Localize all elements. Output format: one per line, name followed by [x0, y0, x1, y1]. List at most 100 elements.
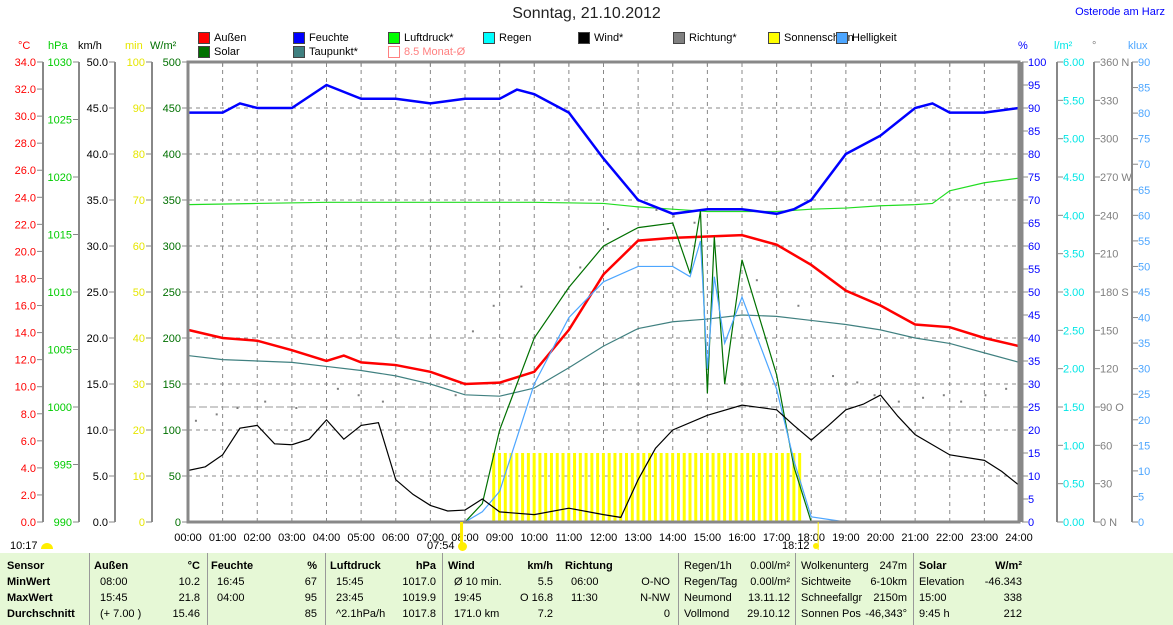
- sunshine-bar: [780, 453, 784, 522]
- axis-label-sun: 60: [133, 241, 145, 253]
- axis-label-press: 1015: [48, 230, 72, 242]
- direction-point: [672, 215, 675, 218]
- legend-item: Regen: [483, 32, 531, 44]
- axis-label-hum: 20: [1028, 425, 1040, 437]
- table-cell: -46,343°: [865, 608, 907, 620]
- table-cell: 15:45: [100, 592, 128, 604]
- direction-point: [194, 419, 197, 422]
- sunshine-bar: [792, 453, 796, 522]
- axis-label-dir: 180 S: [1100, 287, 1129, 299]
- sunshine-bar: [613, 453, 617, 522]
- axis-label-temp: 18.0: [15, 273, 36, 285]
- sunrise-time: 07:54: [427, 540, 455, 552]
- legend-swatch: [293, 46, 305, 58]
- table-cell: Schneefallgr: [801, 592, 863, 604]
- legend-swatch: [836, 32, 848, 44]
- x-tick-label: 08:00: [451, 532, 479, 544]
- axis-label-lux: 25: [1138, 389, 1150, 401]
- sunshine-bar: [775, 453, 779, 522]
- axis-label-hum: 40: [1028, 333, 1040, 345]
- axis-label-dir: 120: [1100, 364, 1118, 376]
- axis-label-temp: 0.0: [21, 517, 36, 529]
- axis-unit-hum: %: [1018, 40, 1028, 52]
- table-cell: 0.00l/m²: [750, 560, 790, 572]
- axis-label-dir: 90 O: [1100, 402, 1124, 414]
- direction-point: [942, 394, 945, 397]
- direction-point: [579, 266, 582, 269]
- axis-label-hum: 95: [1028, 80, 1040, 92]
- direction-point: [873, 394, 876, 397]
- sunshine-bar: [492, 453, 496, 522]
- direction-point: [606, 228, 609, 231]
- sunshine-bar: [734, 453, 738, 522]
- axis-label-temp: 8.0: [21, 409, 36, 421]
- direction-point: [264, 400, 267, 403]
- legend-item: Außen: [198, 32, 246, 44]
- axis-label-rain: 2.00: [1063, 364, 1084, 376]
- legend-item: 8.5 Monat-Ø: [388, 46, 465, 58]
- axis-label-wind: 40.0: [87, 149, 108, 161]
- axis-label-wind: 20.0: [87, 333, 108, 345]
- axis-label-solar: 50: [169, 471, 181, 483]
- axis-unit-press: hPa: [48, 40, 68, 52]
- table-cell: 2150m: [873, 592, 907, 604]
- table-cell: MinWert: [7, 576, 51, 588]
- axis-label-lux: 10: [1138, 466, 1150, 478]
- axis-label-dir: 0 N: [1100, 517, 1117, 529]
- table-cell: 338: [1003, 592, 1022, 604]
- direction-point: [856, 381, 859, 384]
- axis-label-dir: 240: [1100, 210, 1118, 222]
- table-cell: Regen/Tag: [684, 576, 738, 588]
- axis-label-press: 1020: [48, 172, 72, 184]
- axis-label-hum: 60: [1028, 241, 1040, 253]
- axis-label-press: 1005: [48, 345, 72, 357]
- sunshine-bar: [751, 453, 755, 522]
- axis-label-temp: 4.0: [21, 463, 36, 475]
- legend-item: Helligkeit: [836, 32, 897, 44]
- legend-item: Richtung*: [673, 32, 737, 44]
- direction-point: [520, 285, 523, 288]
- table-cell: 5.5: [537, 576, 553, 588]
- location-label[interactable]: Osterode am Harz: [1075, 6, 1165, 18]
- legend-swatch: [198, 46, 210, 58]
- table-divider: [795, 553, 796, 625]
- table-cell: 95: [304, 592, 317, 604]
- axis-label-lux: 85: [1138, 83, 1150, 95]
- sunshine-bar: [723, 453, 727, 522]
- axis-label-solar: 150: [163, 379, 181, 391]
- sunshine-bar: [653, 453, 657, 522]
- sunshine-bar: [757, 453, 761, 522]
- axis-label-hum: 70: [1028, 195, 1040, 207]
- legend-swatch: [578, 32, 590, 44]
- table-cell: O-NO: [641, 576, 670, 588]
- series-line-taupunkt: [187, 314, 1020, 397]
- axis-label-lux: 55: [1138, 236, 1150, 248]
- axis-label-hum: 25: [1028, 402, 1040, 414]
- axis-label-rain: 4.00: [1063, 210, 1084, 222]
- x-tick-label: 05:00: [347, 532, 375, 544]
- axis-label-lux: 20: [1138, 415, 1150, 427]
- table-cell: 06:00: [571, 576, 599, 588]
- axis-label-wind: 45.0: [87, 103, 108, 115]
- legend-swatch: [293, 32, 305, 44]
- table-cell: 67: [304, 576, 317, 588]
- sunshine-bar: [682, 453, 686, 522]
- table-cell: 04:00: [217, 592, 245, 604]
- x-tick-label: 22:00: [936, 532, 964, 544]
- table-cell: (+ 7.00 ): [100, 608, 142, 620]
- legend-item: Solar: [198, 46, 240, 58]
- axis-label-lux: 80: [1138, 108, 1150, 120]
- axis-label-temp: 6.0: [21, 436, 36, 448]
- cloud-marker: 10:17: [10, 540, 53, 552]
- table-cell: 29.10.12: [747, 608, 790, 620]
- legend-swatch: [388, 46, 400, 58]
- table-divider: [325, 553, 326, 625]
- table-cell: 7.2: [537, 608, 553, 620]
- axis-label-lux: 30: [1138, 364, 1150, 376]
- table-cell: W/m²: [995, 560, 1022, 572]
- axis-label-press: 1000: [48, 402, 72, 414]
- axis-label-hum: 15: [1028, 448, 1040, 460]
- x-tick-label: 13:00: [624, 532, 652, 544]
- sunshine-bar: [700, 453, 704, 522]
- axis-label-temp: 14.0: [15, 328, 36, 340]
